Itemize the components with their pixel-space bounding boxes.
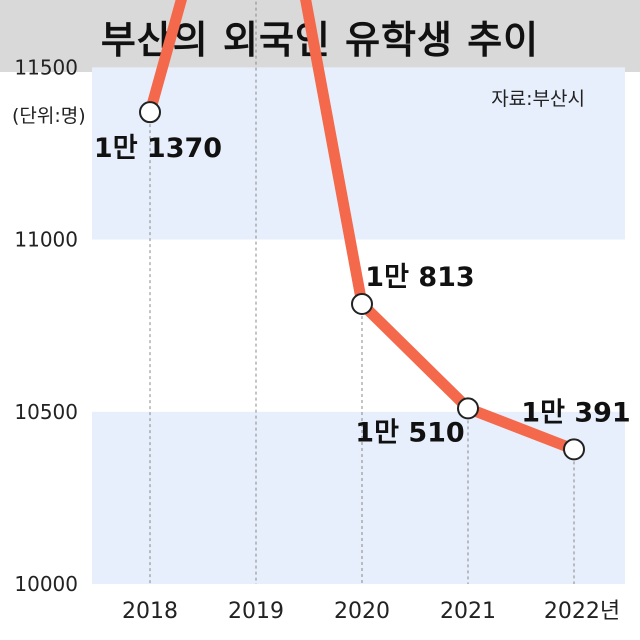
point-2018 xyxy=(139,101,161,124)
band-11500 xyxy=(92,67,625,240)
y-tick-10500: 10500 xyxy=(14,400,78,424)
x-axis-ticks: 2018 2019 2020 2021 2022년 xyxy=(122,599,620,624)
data-label-2021: 1만 510 xyxy=(355,417,464,448)
data-label-2020: 1만 813 xyxy=(365,262,474,293)
x-tick-4: 2022년 xyxy=(544,599,620,624)
point-2021 xyxy=(457,397,479,420)
data-points xyxy=(139,101,585,461)
y-tick-11000: 11000 xyxy=(14,228,78,252)
unit-label: (단위:명) xyxy=(12,105,86,127)
x-tick-3: 2021 xyxy=(440,599,496,624)
point-2022년 xyxy=(563,438,585,461)
y-tick-11500: 11500 xyxy=(14,55,78,79)
y-axis-ticks: 100001050011000115001200012500 xyxy=(14,55,78,596)
x-tick-0: 2018 xyxy=(122,599,178,624)
x-tick-2: 2020 xyxy=(334,599,390,624)
point-2020 xyxy=(351,293,373,316)
data-label-2018: 1만 1370 xyxy=(94,133,222,164)
source-label: 자료:부산시 xyxy=(491,88,585,110)
drop-lines xyxy=(149,0,575,584)
x-tick-1: 2019 xyxy=(228,599,284,624)
y-tick-10000: 10000 xyxy=(14,572,78,596)
data-label-2022년: 1만 391 xyxy=(521,397,630,428)
